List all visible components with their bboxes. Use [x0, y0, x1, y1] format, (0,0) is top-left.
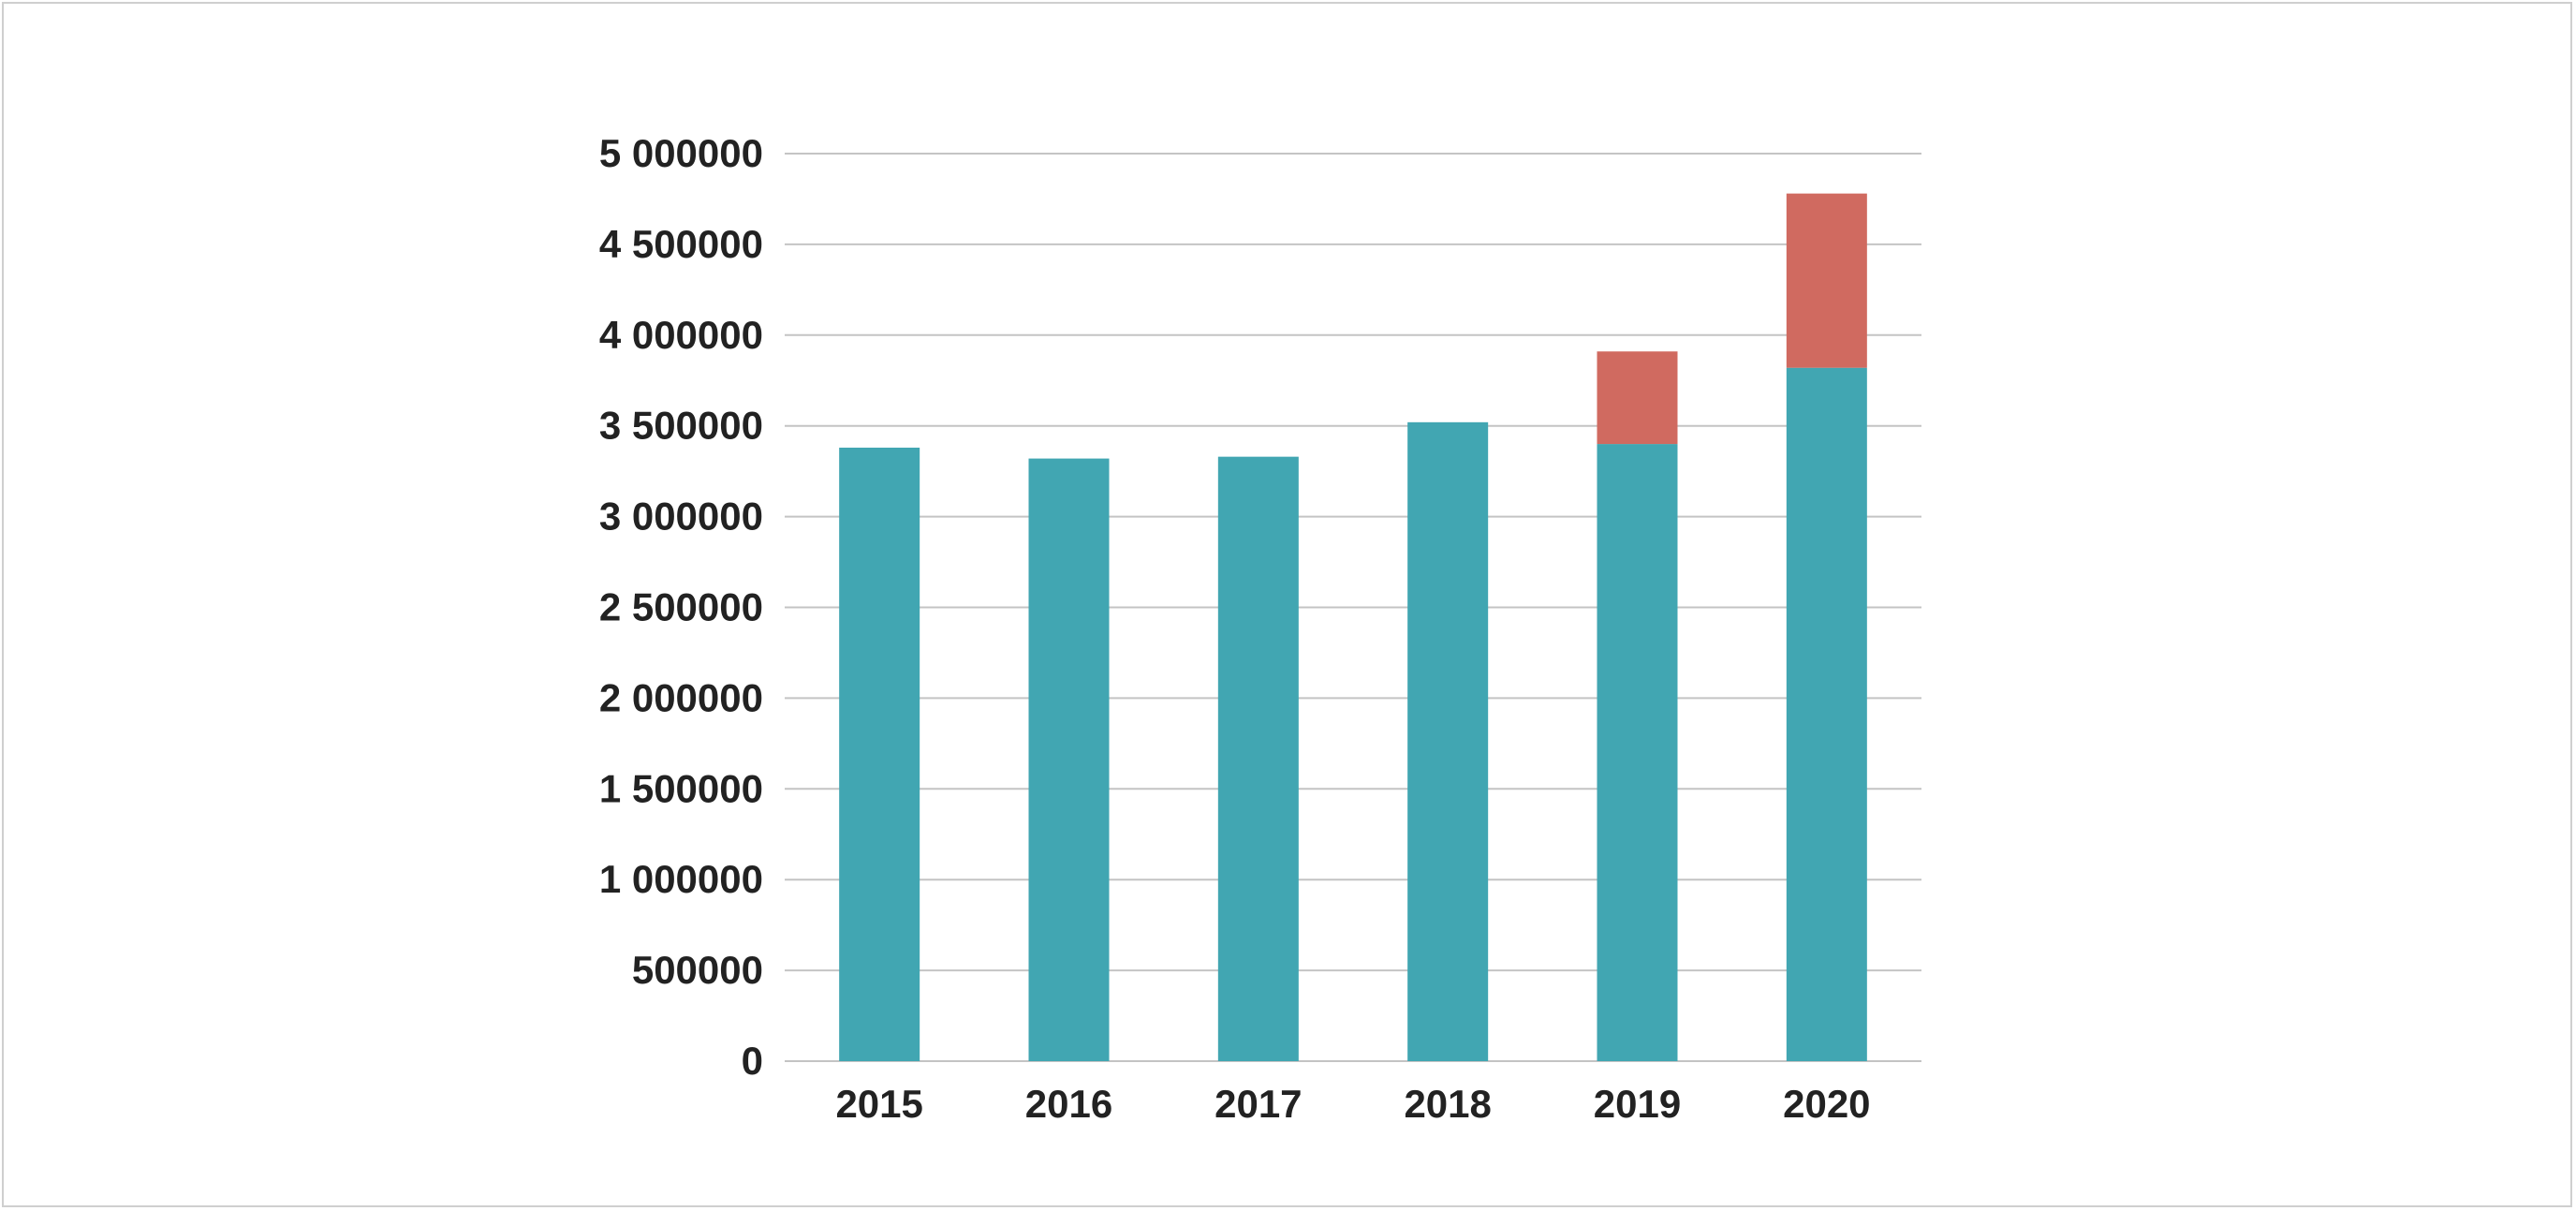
- y-tick-label: 4 000000: [599, 313, 763, 357]
- x-axis: 2015 2016 2017 2018 2019 2020: [835, 1082, 1870, 1126]
- bar-2017-series-1: [1217, 456, 1299, 1061]
- y-tick-label: 1 000000: [599, 857, 763, 901]
- gridlines: [785, 153, 1921, 1062]
- x-tick-label-2020: 2020: [1783, 1082, 1870, 1126]
- y-tick-label: 3 000000: [599, 495, 763, 539]
- bar-2020-series-1: [1786, 367, 1867, 1062]
- bar-2015-series-1: [839, 447, 920, 1061]
- y-axis: 0 500000 1 000000 1 500000 2 000000 2 500000 3…: [599, 131, 763, 1083]
- y-tick-label: 2 500000: [599, 585, 763, 629]
- x-tick-label-2016: 2016: [1025, 1082, 1112, 1126]
- x-tick-label-2017: 2017: [1214, 1082, 1302, 1126]
- y-tick-label: 1 500000: [599, 766, 763, 810]
- y-tick-label: 5 000000: [599, 131, 763, 175]
- bars: [839, 193, 1867, 1062]
- bar-2020-series-2: [1786, 193, 1867, 368]
- y-tick-label: 3 500000: [599, 404, 763, 448]
- y-tick-label: 500000: [632, 948, 763, 992]
- y-tick-label: 4 500000: [599, 222, 763, 266]
- x-tick-label-2018: 2018: [1404, 1082, 1491, 1126]
- y-tick-label: 2 000000: [599, 675, 763, 719]
- bar-2019-series-2: [1597, 351, 1678, 445]
- bar-2018-series-1: [1407, 421, 1489, 1062]
- bar-2016-series-1: [1028, 458, 1110, 1062]
- bar-2019-series-1: [1597, 444, 1678, 1062]
- x-tick-label-2019: 2019: [1594, 1082, 1681, 1126]
- x-tick-label-2015: 2015: [835, 1082, 922, 1126]
- y-tick-label: 0: [742, 1039, 763, 1083]
